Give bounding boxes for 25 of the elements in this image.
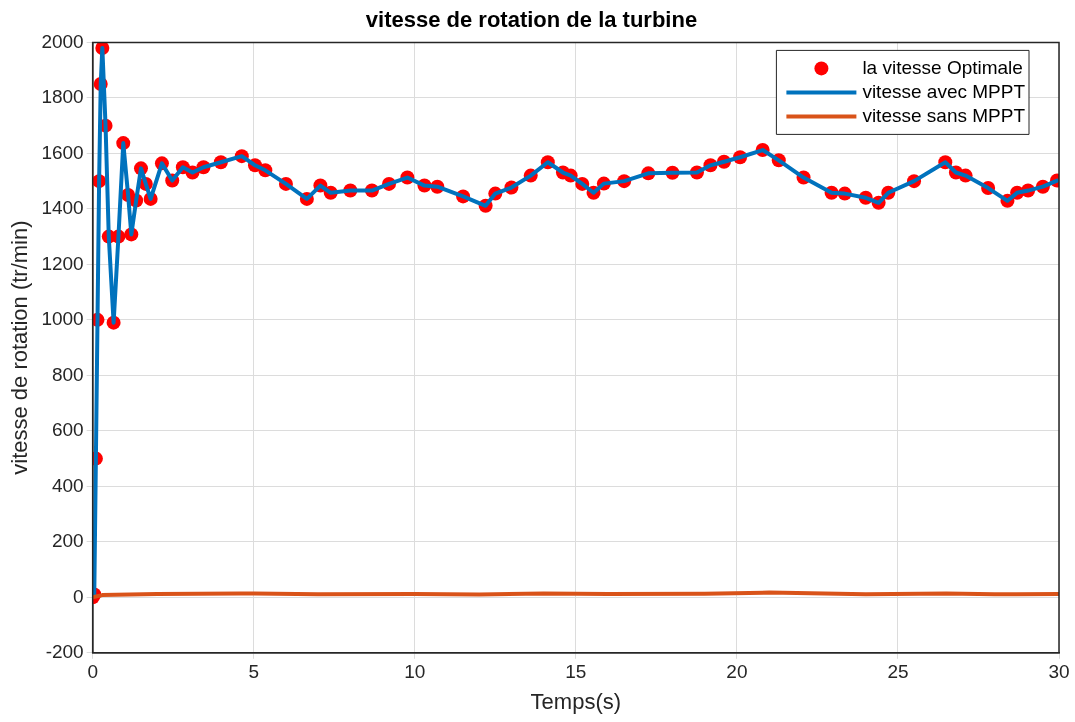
y-axis-title: vitesse de rotation (tr/min) xyxy=(7,220,33,475)
y-tick-label: 1600 xyxy=(41,141,84,163)
x-tick-label: 0 xyxy=(87,661,98,683)
y-tick-label: -200 xyxy=(45,641,84,663)
x-tick-label: 15 xyxy=(565,661,587,683)
y-tick-label: 600 xyxy=(51,419,84,441)
y-tick-label: 1400 xyxy=(41,197,84,219)
y-tick-label: 1800 xyxy=(41,86,84,108)
y-tick-label: 1200 xyxy=(41,252,84,274)
legend-label: vitesse sans MPPT xyxy=(862,104,1026,126)
y-tick-label: 0 xyxy=(73,585,84,607)
chart-title: vitesse de rotation de la turbine xyxy=(365,7,698,33)
y-tick-label: 1000 xyxy=(41,308,84,330)
legend-label: la vitesse Optimale xyxy=(862,56,1023,78)
x-tick-label: 20 xyxy=(726,661,748,683)
x-axis-title: Temps(s) xyxy=(530,688,622,714)
x-tick-label: 10 xyxy=(404,661,426,683)
y-tick-label: 2000 xyxy=(41,30,84,52)
legend-label: vitesse avec MPPT xyxy=(862,80,1026,102)
y-tick-label: 800 xyxy=(51,363,84,385)
y-tick-label: 200 xyxy=(51,530,84,552)
x-tick-label: 25 xyxy=(887,661,909,683)
y-tick-label: 400 xyxy=(51,474,84,496)
x-tick-label: 5 xyxy=(248,661,260,683)
x-tick-label: 30 xyxy=(1048,661,1070,683)
